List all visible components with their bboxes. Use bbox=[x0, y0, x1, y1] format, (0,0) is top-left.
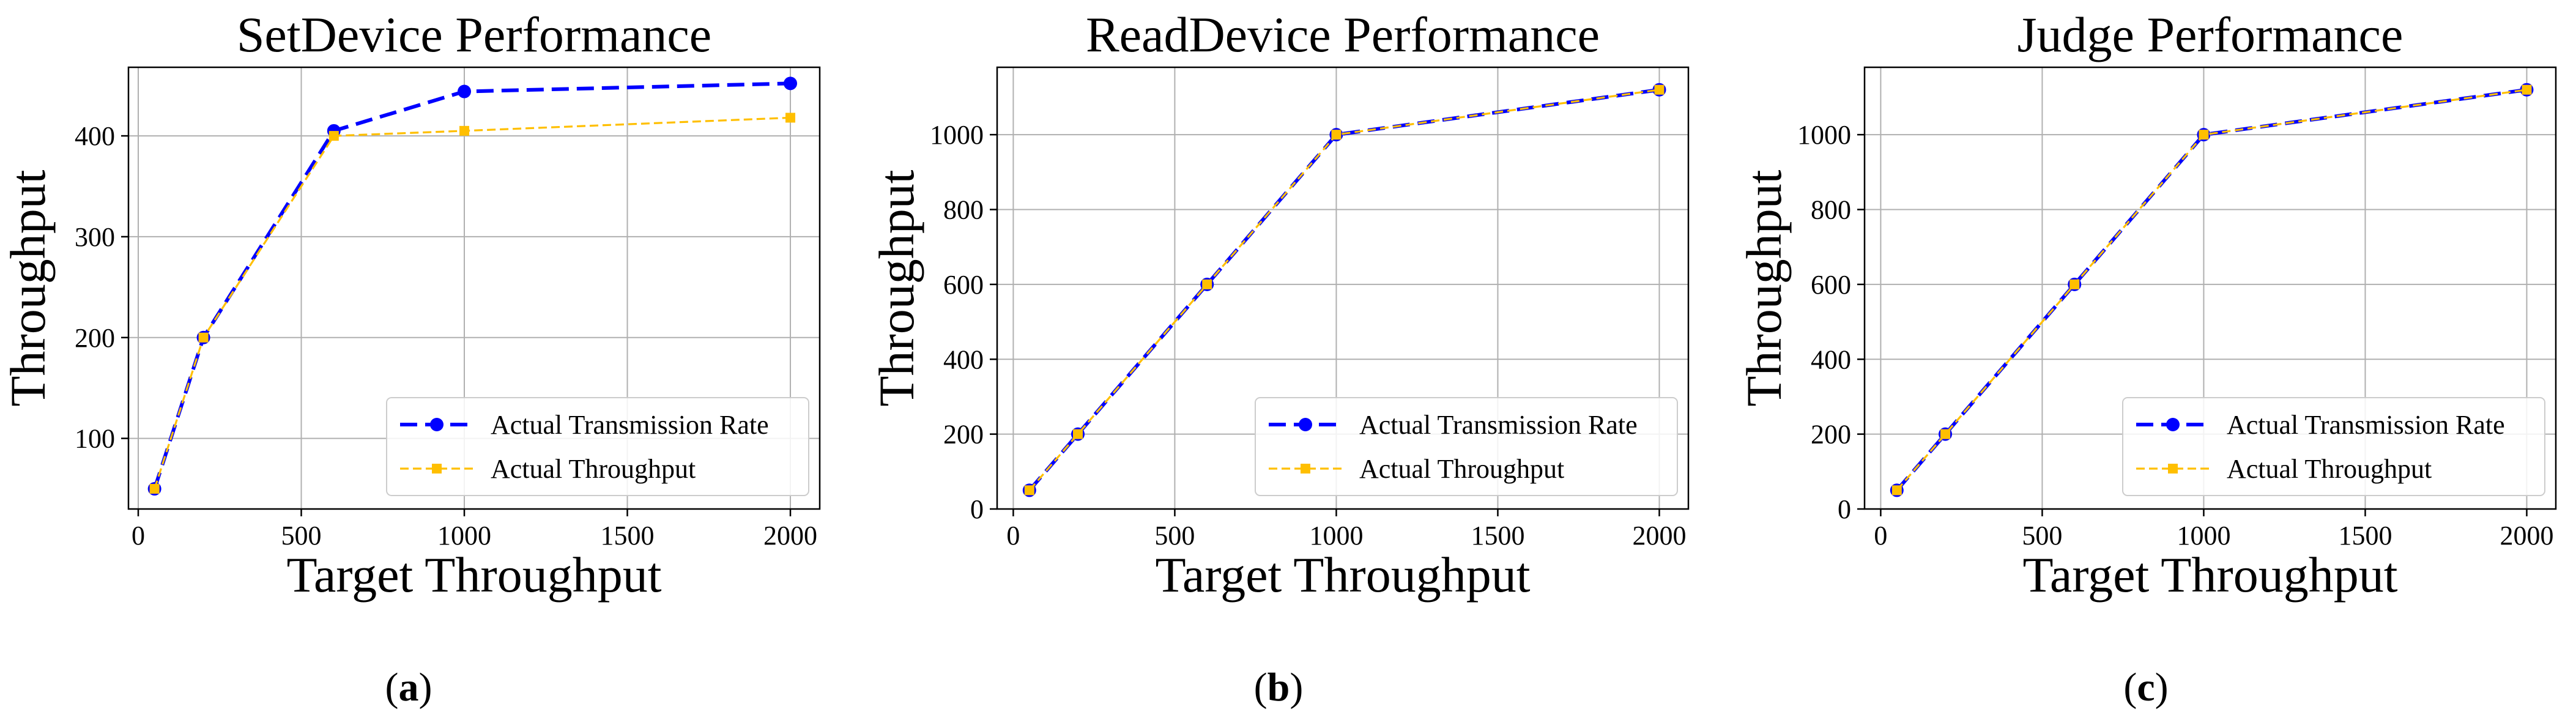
legend: Actual Transmission Rate Actual Throughpu… bbox=[2122, 397, 2545, 496]
chart-title: SetDevice Performance bbox=[237, 7, 711, 62]
plot-frame bbox=[996, 66, 1690, 510]
legend-label: Actual Transmission Rate bbox=[491, 410, 769, 440]
y-tick-label: 0 bbox=[970, 494, 984, 524]
legend-box bbox=[1255, 397, 1678, 496]
legend-marker bbox=[430, 418, 444, 431]
legend: Actual Transmission Rate Actual Throughpu… bbox=[1255, 397, 1678, 496]
legend-label: Actual Throughput bbox=[1359, 454, 1564, 484]
y-tick-label: 600 bbox=[943, 270, 984, 300]
chart-panel-b: 0 500 1000 1500 2000 0 200 400 600 800 1000 Actual … bbox=[869, 7, 1690, 710]
y-tick-label: 200 bbox=[1811, 420, 1851, 450]
chart-panel-c: 0 500 1000 1500 2000 0 200 400 600 800 1000 Actual … bbox=[1736, 7, 2557, 710]
data-point bbox=[1073, 429, 1083, 439]
x-tick-label: 0 bbox=[1874, 521, 1887, 551]
data-point bbox=[1024, 485, 1034, 496]
series-throughput bbox=[1024, 84, 1665, 496]
data-point bbox=[459, 125, 470, 136]
chart-panel-a: 0 500 1000 1500 2000 100 200 300 400 Actual Trans… bbox=[0, 7, 821, 710]
y-tick-label: 800 bbox=[943, 195, 984, 225]
legend-marker bbox=[1301, 464, 1310, 474]
legend-marker bbox=[432, 464, 442, 474]
legend-label: Actual Throughput bbox=[2227, 454, 2432, 484]
y-tick-label: 400 bbox=[943, 344, 984, 374]
y-tick-label: 300 bbox=[75, 222, 115, 252]
x-tick-label: 500 bbox=[281, 521, 322, 551]
data-point bbox=[149, 484, 160, 494]
data-point bbox=[1331, 130, 1342, 140]
data-point bbox=[785, 113, 796, 123]
x-axis-label: Target Throughput bbox=[287, 547, 662, 603]
data-point bbox=[1202, 279, 1212, 289]
series-throughput bbox=[149, 113, 796, 494]
chart-title: ReadDevice Performance bbox=[1086, 7, 1600, 62]
x-tick-label: 500 bbox=[1154, 521, 1195, 551]
data-point bbox=[1940, 429, 1951, 439]
legend-box bbox=[2122, 397, 2545, 496]
panel-label: (b) bbox=[1254, 665, 1304, 710]
y-axis-label: Throughput bbox=[1736, 169, 1792, 406]
x-tick-label: 1500 bbox=[2338, 521, 2392, 551]
legend-marker bbox=[1299, 418, 1312, 431]
x-tick-label: 500 bbox=[2022, 521, 2062, 551]
y-tick-label: 200 bbox=[943, 420, 984, 450]
legend: Actual Transmission Rate Actual Throughpu… bbox=[386, 397, 809, 496]
panel-label: (a) bbox=[385, 665, 432, 710]
x-tick-label: 1500 bbox=[1471, 521, 1524, 551]
x-tick-label: 2000 bbox=[763, 521, 817, 551]
plot-frame bbox=[127, 66, 821, 510]
legend-label: Actual Throughput bbox=[491, 454, 696, 484]
data-point bbox=[198, 332, 209, 343]
data-point bbox=[458, 84, 472, 98]
data-point bbox=[2199, 130, 2209, 140]
legend-label: Actual Transmission Rate bbox=[1359, 410, 1638, 440]
chart-title: Judge Performance bbox=[2017, 7, 2403, 62]
y-tick-label: 0 bbox=[1838, 494, 1851, 524]
panel-label: (c) bbox=[2123, 665, 2168, 710]
data-point bbox=[784, 76, 798, 91]
x-tick-label: 2000 bbox=[2500, 521, 2553, 551]
data-point bbox=[2069, 279, 2080, 289]
x-axis-label: Target Throughput bbox=[1156, 547, 1531, 603]
data-point bbox=[1891, 485, 1902, 496]
data-point bbox=[328, 131, 339, 141]
x-tick-label: 1000 bbox=[1309, 521, 1363, 551]
y-tick-label: 400 bbox=[75, 121, 115, 151]
x-tick-label: 2000 bbox=[1632, 521, 1686, 551]
plot-frame bbox=[1863, 66, 2557, 510]
y-tick-label: 800 bbox=[1811, 195, 1851, 225]
data-point bbox=[2522, 84, 2532, 95]
y-axis-label: Throughput bbox=[0, 169, 56, 406]
legend-marker bbox=[2168, 464, 2178, 474]
x-tick-label: 0 bbox=[1006, 521, 1020, 551]
legend-label: Actual Transmission Rate bbox=[2227, 410, 2505, 440]
y-tick-label: 400 bbox=[1811, 344, 1851, 374]
x-axis-label: Target Throughput bbox=[2023, 547, 2398, 603]
data-point bbox=[1654, 84, 1665, 95]
x-tick-label: 1500 bbox=[601, 521, 655, 551]
y-tick-label: 1000 bbox=[1797, 120, 1851, 150]
y-tick-label: 1000 bbox=[930, 120, 984, 150]
y-tick-label: 200 bbox=[75, 323, 115, 353]
y-tick-label: 600 bbox=[1811, 270, 1851, 300]
legend-box bbox=[386, 397, 809, 496]
y-axis-label: Throughput bbox=[869, 169, 924, 406]
series-throughput bbox=[1891, 84, 2532, 496]
legend-marker bbox=[2166, 418, 2180, 431]
x-tick-label: 1000 bbox=[2177, 521, 2230, 551]
x-tick-label: 0 bbox=[132, 521, 145, 551]
y-tick-label: 100 bbox=[75, 424, 115, 454]
x-tick-label: 1000 bbox=[437, 521, 491, 551]
